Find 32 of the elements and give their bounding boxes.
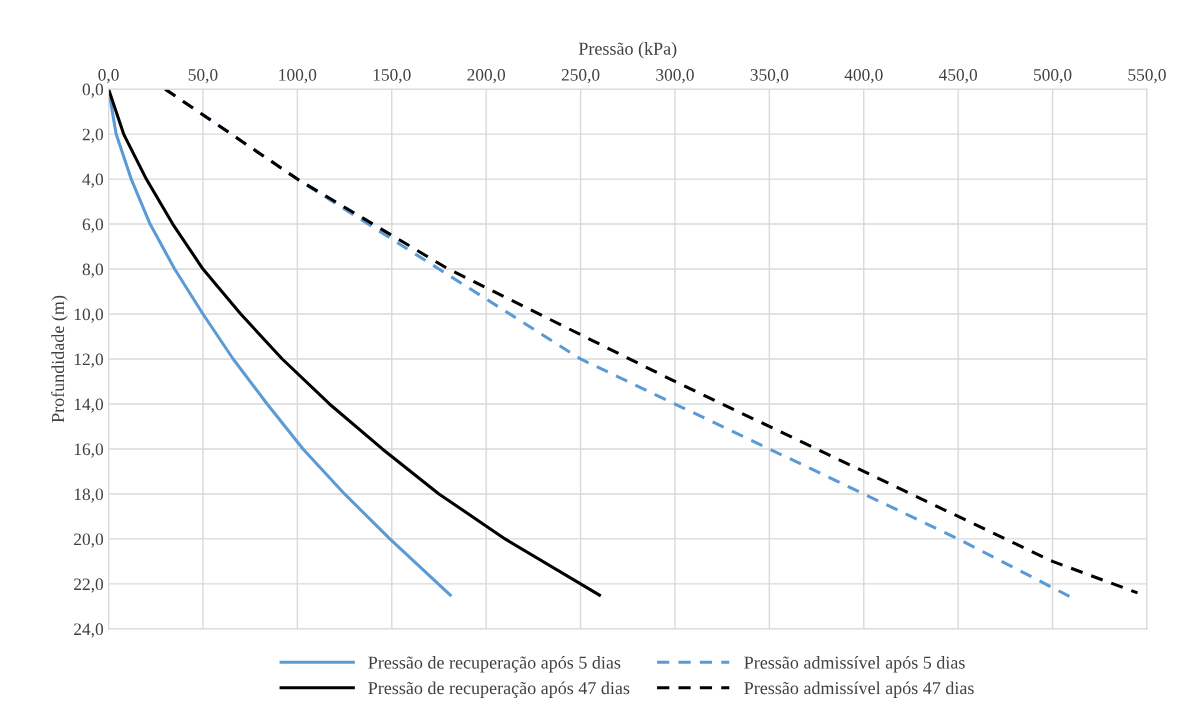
- y-tick-label: 18,0: [74, 488, 104, 503]
- x-axis-title: Pressão (kPa): [578, 42, 677, 59]
- y-tick-label: 10,0: [74, 308, 104, 323]
- legend-label: Pressão de recuperação após 47 dias: [368, 681, 630, 698]
- x-tick-label: 50,0: [188, 69, 218, 84]
- x-tick-label: 0,0: [98, 69, 119, 84]
- y-tick-label: 6,0: [82, 218, 104, 233]
- y-tick-label: 16,0: [74, 443, 104, 458]
- y-tick-label: 22,0: [74, 578, 104, 593]
- line-series: [108, 89, 601, 597]
- y-tick-label: 8,0: [82, 263, 104, 278]
- x-tick-label: 300,0: [656, 69, 694, 84]
- y-tick-label: 14,0: [74, 398, 104, 413]
- y-tick-label: 12,0: [74, 353, 104, 368]
- y-tick-label: 0,0: [82, 83, 104, 98]
- y-tick-label: 4,0: [82, 173, 104, 188]
- x-tick-label: 500,0: [1034, 69, 1072, 84]
- y-tick-label: 24,0: [74, 623, 104, 638]
- x-tick-label: 450,0: [938, 69, 978, 84]
- x-tick-label: 200,0: [467, 69, 506, 84]
- legend-label: Pressão admissível após 47 dias: [744, 681, 974, 698]
- x-tick-label: 350,0: [750, 69, 789, 84]
- legend-label: Pressão admissível após 5 dias: [744, 656, 965, 673]
- y-tick-label: 20,0: [74, 533, 104, 548]
- x-tick-label: 100,0: [279, 69, 317, 84]
- x-tick-label: 150,0: [373, 69, 411, 84]
- x-tick-label: 400,0: [844, 69, 883, 84]
- y-tick-label: 2,0: [82, 128, 104, 143]
- x-tick-label: 550,0: [1128, 69, 1166, 84]
- legend-label: Pressão de recuperação após 5 dias: [368, 656, 621, 673]
- x-tick-label: 250,0: [561, 69, 600, 84]
- y-axis-title: Profundidade (m): [51, 295, 68, 423]
